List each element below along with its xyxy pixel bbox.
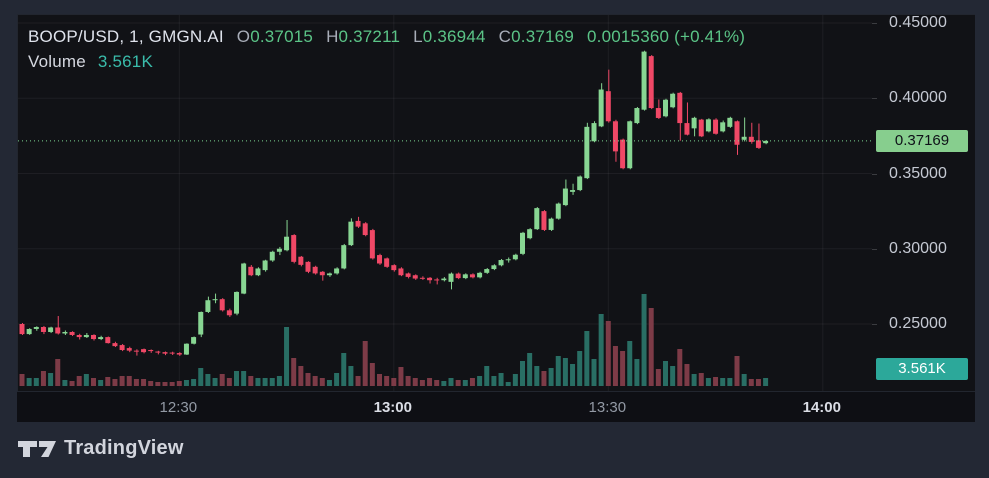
price-tick-label: 0.35000 <box>889 164 947 182</box>
low-value: 0.36944 <box>422 27 486 46</box>
legend-symbol-row: BOOP/USD, 1, GMGN.AI O0.37015 H0.37211 L0.3… <box>28 27 745 47</box>
time-tick-label: 13:00 <box>373 399 412 416</box>
candlestick-chart-pane[interactable]: BOOP/USD, 1, GMGN.AI O0.37015 H0.37211 L0.3… <box>17 14 873 392</box>
price-tick-mark <box>872 23 877 24</box>
close-label: C <box>498 27 512 46</box>
open-label: O <box>236 27 251 46</box>
tradingview-logo-icon <box>18 440 56 457</box>
time-axis[interactable]: 12:30 13:00 13:30 14:00 <box>17 391 975 422</box>
close-value: 0.37169 <box>511 27 574 46</box>
frame-top-strip <box>0 0 989 14</box>
price-tick-label: 0.25000 <box>889 315 947 332</box>
price-tick-label: 0.45000 <box>889 14 947 31</box>
price-tick-label: 0.40000 <box>889 89 947 107</box>
price-tick-mark <box>872 324 877 325</box>
high-value: 0.37211 <box>338 27 401 46</box>
low-label: L <box>413 27 423 46</box>
last-price-badge: 0.37169 <box>876 129 968 152</box>
high-label: H <box>326 27 339 46</box>
frame-left-strip <box>0 0 17 422</box>
price-axis[interactable]: 0.45000 0.40000 0.35000 0.30000 0.25000 0.37… <box>872 14 975 391</box>
time-tick-label: 12:30 <box>159 399 198 416</box>
legend-volume-row: Volume 3.561K <box>28 52 745 72</box>
change-value: 0.0015360 (+0.41%) <box>587 27 746 46</box>
price-tick-mark <box>872 98 877 100</box>
price-tick-mark <box>872 173 877 175</box>
tradingview-logo-text: TradingView <box>64 437 184 459</box>
bottom-bar: TradingView <box>0 422 989 478</box>
volume-label: Volume <box>28 52 86 71</box>
last-volume-badge: 3.561K <box>876 358 968 380</box>
price-tick-mark <box>872 248 877 250</box>
open-value: 0.37015 <box>250 27 314 46</box>
time-tick-label: 14:00 <box>802 399 841 416</box>
chart-canvas[interactable] <box>18 15 873 392</box>
tradingview-attribution-link[interactable]: TradingView <box>17 437 184 460</box>
time-tick-label: 13:30 <box>588 399 627 416</box>
volume-value: 3.561K <box>97 52 153 71</box>
symbol-title: BOOP/USD, 1, GMGN.AI <box>28 27 224 46</box>
frame-right-strip <box>975 0 989 478</box>
chart-legend: BOOP/USD, 1, GMGN.AI O0.37015 H0.37211 L0.3… <box>28 27 745 72</box>
price-tick-label: 0.30000 <box>889 239 947 257</box>
